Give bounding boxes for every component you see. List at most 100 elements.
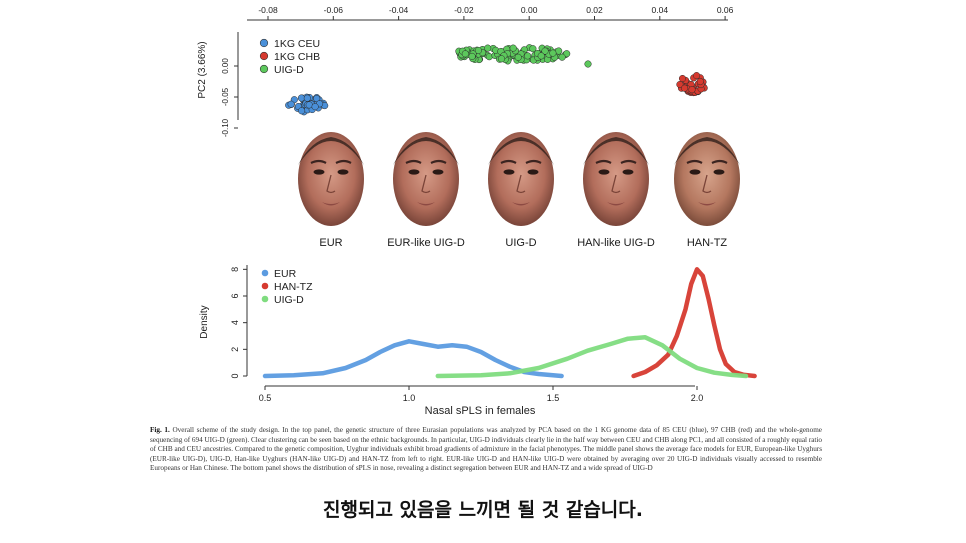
pca-x-tick-label: -0.02 bbox=[454, 5, 474, 15]
uig-point bbox=[484, 44, 492, 52]
video-subtitle: 진행되고 있음을 느끼면 될 것 같습니다. bbox=[323, 499, 643, 521]
uig-point bbox=[461, 50, 469, 58]
mouth bbox=[322, 202, 340, 206]
eye bbox=[622, 169, 634, 175]
mouth bbox=[417, 202, 435, 206]
uig-cluster bbox=[455, 44, 592, 68]
face-shape bbox=[488, 132, 554, 226]
density-legend-label: UIG-D bbox=[274, 294, 304, 306]
eye bbox=[432, 169, 444, 175]
uig-point bbox=[541, 47, 549, 55]
density-y-tick-label: 6 bbox=[230, 293, 240, 298]
eye bbox=[527, 169, 539, 175]
chb-point bbox=[688, 86, 696, 94]
pca-y-tick-label: 0.00 bbox=[221, 58, 230, 74]
density-x-tick-label: 0.5 bbox=[259, 393, 272, 403]
pca-x-tick-label: 0.04 bbox=[652, 5, 669, 15]
mouth bbox=[512, 202, 530, 206]
eye bbox=[689, 169, 701, 175]
face-label: UIG-D bbox=[505, 237, 536, 249]
nose bbox=[611, 174, 621, 194]
eye bbox=[337, 169, 349, 175]
eyebrow bbox=[525, 159, 542, 164]
pca-x-ticks: -0.08 -0.06 -0.04 -0.02 0.00 0.02 0.04 0.06 bbox=[258, 5, 734, 20]
uig-point bbox=[474, 46, 482, 55]
chb-cluster bbox=[676, 72, 708, 97]
density-y-ticks: 0 2 4 6 8 bbox=[230, 267, 247, 379]
density-line-uigd bbox=[435, 335, 749, 379]
uig-point bbox=[524, 52, 532, 60]
face-shape bbox=[583, 132, 649, 226]
pca-y-label: PC2 (3.66%) bbox=[197, 41, 208, 98]
face-shape bbox=[298, 132, 364, 226]
face-label: HAN-TZ bbox=[687, 237, 728, 249]
pca-y-tick-label: -0.10 bbox=[221, 118, 230, 137]
face-model: EUR bbox=[298, 132, 364, 249]
pca-x-tick-label: 0.02 bbox=[586, 5, 603, 15]
density-lines bbox=[262, 267, 757, 379]
density-x-ticks: 0.5 1.0 1.5 2.0 bbox=[259, 386, 704, 403]
chb-point bbox=[681, 84, 689, 92]
eye bbox=[313, 169, 325, 175]
eyebrow bbox=[335, 159, 352, 164]
eyebrow bbox=[500, 159, 517, 164]
nose bbox=[326, 174, 336, 194]
face-model: UIG-D bbox=[488, 132, 554, 249]
density-x-tick-label: 1.5 bbox=[547, 393, 560, 403]
ceu-point bbox=[311, 103, 319, 111]
uig-point bbox=[497, 55, 506, 63]
eye bbox=[598, 169, 610, 175]
pca-x-tick-label: -0.04 bbox=[389, 5, 409, 15]
uig-point bbox=[537, 52, 545, 60]
eyebrow bbox=[310, 159, 327, 164]
eye bbox=[408, 169, 420, 175]
density-x-tick-label: 2.0 bbox=[691, 393, 704, 403]
density-line-hantz bbox=[631, 267, 757, 379]
face-label: EUR bbox=[319, 237, 342, 249]
chb-point bbox=[678, 74, 687, 83]
pca-x-tick-label: -0.08 bbox=[258, 5, 278, 15]
density-legend-marker bbox=[261, 282, 269, 290]
eye bbox=[503, 169, 515, 175]
eyebrow bbox=[430, 159, 447, 164]
ceu-cluster bbox=[285, 93, 329, 116]
caption-text: Overall scheme of the study design. In t… bbox=[150, 426, 822, 473]
density-y-label: Density bbox=[199, 305, 210, 338]
uig-point bbox=[558, 53, 566, 61]
pca-x-tick-label: 0.00 bbox=[521, 5, 538, 15]
density-y-tick-label: 2 bbox=[230, 347, 240, 352]
nose bbox=[421, 174, 431, 194]
density-y-tick-label: 4 bbox=[230, 320, 240, 325]
eyebrow bbox=[405, 159, 422, 164]
uig-point bbox=[514, 53, 522, 61]
eye bbox=[713, 169, 725, 175]
face-model: HAN-TZ bbox=[674, 132, 740, 249]
uig-point bbox=[549, 49, 557, 57]
uig-point bbox=[584, 60, 592, 68]
face-row: EUR EUR-like UIG-D UIG-D HAN-like UIG-D HAN-… bbox=[298, 132, 740, 249]
density-y-tick-label: 0 bbox=[230, 373, 240, 378]
pca-legend-label: 1KG CEU bbox=[274, 38, 320, 50]
mouth bbox=[698, 202, 716, 206]
chb-point bbox=[696, 78, 704, 86]
uig-point bbox=[529, 45, 537, 53]
eyebrow bbox=[711, 159, 728, 164]
density-y-tick-label: 8 bbox=[230, 267, 240, 272]
eyebrow bbox=[595, 159, 612, 164]
ceu-point bbox=[303, 94, 311, 102]
pca-legend-label: UIG-D bbox=[274, 64, 304, 76]
uig-point bbox=[509, 44, 517, 52]
pca-y-tick-label: -0.05 bbox=[221, 87, 230, 106]
pca-legend-marker bbox=[259, 38, 269, 48]
eyebrow bbox=[686, 159, 703, 164]
density-x-tick-label: 1.0 bbox=[403, 393, 416, 403]
eyebrow bbox=[620, 159, 637, 164]
chb-point bbox=[676, 80, 684, 89]
density-legend-marker bbox=[261, 269, 269, 277]
face-label: HAN-like UIG-D bbox=[577, 237, 655, 249]
